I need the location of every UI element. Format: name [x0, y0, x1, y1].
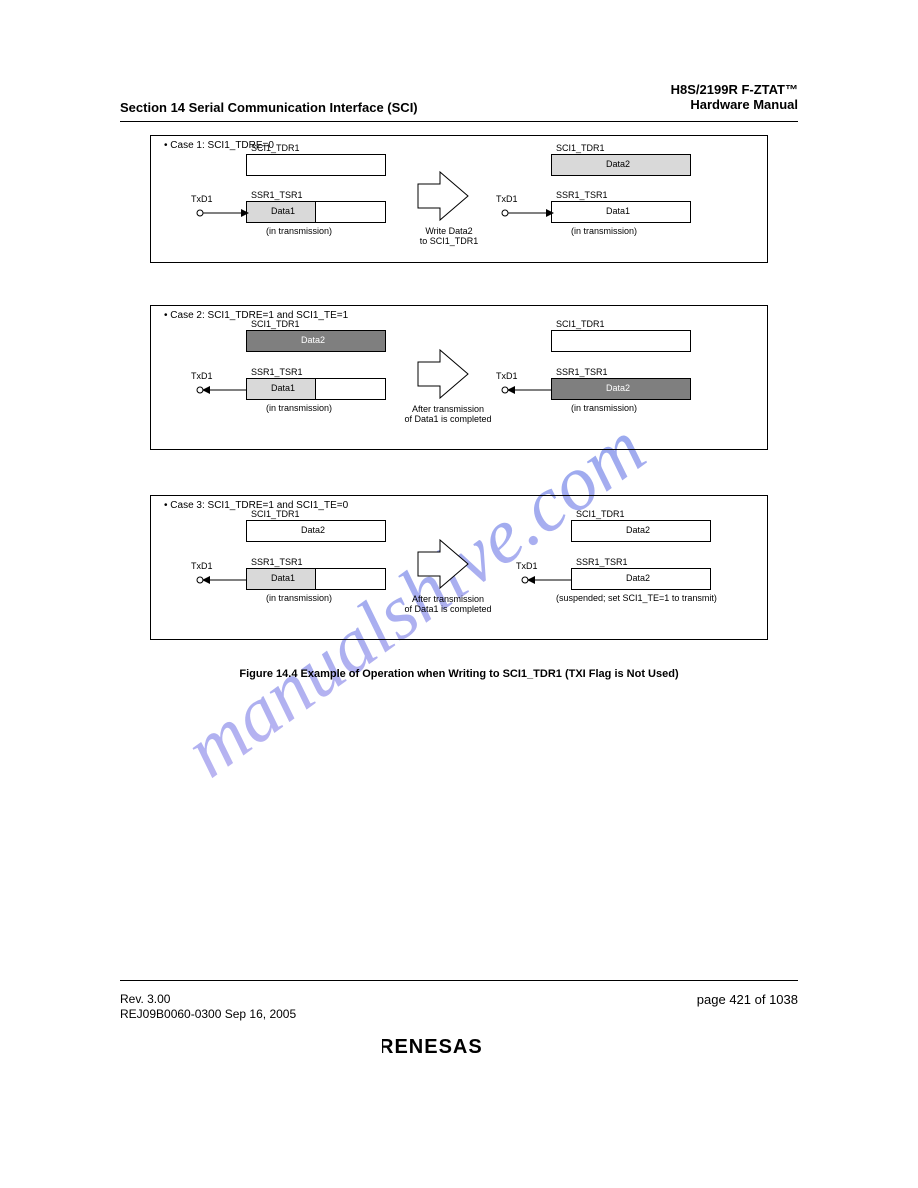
d1-right-trans: (in transmission) — [571, 226, 637, 236]
diagram3-frame: SCI1_TDR1 Data2 Data1 SSR1_TSR1 (in tran… — [150, 495, 768, 640]
header-right: H8S/2199R F-ZTAT™ Hardware Manual — [671, 82, 798, 112]
d1-right-tdr-label: SCI1_TDR1 — [556, 143, 605, 153]
d2-left-txd-label: TxD1 — [191, 371, 213, 381]
d2-left-data1: Data1 — [271, 383, 295, 393]
d1-right-data1: Data1 — [606, 206, 630, 216]
d2-left-tsr-label: SSR1_TSR1 — [251, 367, 303, 377]
diagram1-frame: SCI1_TDR1 Data1 SSR1_TSR1 (in transmissi… — [150, 135, 768, 263]
header-subtitle: Hardware Manual — [671, 97, 798, 112]
d2-arrow-caption: After transmissionof Data1 is completed — [403, 404, 493, 424]
d1-left-tdr — [246, 154, 386, 176]
d3-arrow-caption: After transmissionof Data1 is completed — [403, 594, 493, 614]
d3-right-txd-arrow — [521, 571, 576, 589]
d1-right-tsr-label: SSR1_TSR1 — [556, 190, 608, 200]
footer-rev: Rev. 3.00 — [120, 992, 170, 1006]
d3-left-data2: Data2 — [301, 525, 325, 535]
figure-caption: Figure 14.4 Example of Operation when Wr… — [0, 668, 918, 680]
d3-left-txd-arrow — [196, 571, 251, 589]
section-title: Section 14 Serial Communication Interfac… — [120, 100, 418, 115]
d1-right-txd-label: TxD1 — [496, 194, 518, 204]
d2-left-txd-arrow — [196, 381, 251, 399]
d1-left-tsr-label: SSR1_TSR1 — [251, 190, 303, 200]
d1-big-arrow — [416, 168, 471, 223]
d3-right-trans: (suspended; set SCI1_TE=1 to transmit) — [556, 593, 736, 603]
svg-text:RENESAS: RENESAS — [379, 1036, 483, 1058]
d1-left-txd-label: TxD1 — [191, 194, 213, 204]
d1-right-txd-arrow — [501, 204, 556, 222]
d2-right-txd-arrow — [501, 381, 556, 399]
d3-right-data2: Data2 — [626, 573, 650, 583]
d3-left-data1: Data1 — [271, 573, 295, 583]
d3-big-arrow — [416, 536, 471, 591]
d2-left-data2: Data2 — [301, 335, 325, 345]
d2-right-tdr — [551, 330, 691, 352]
d2-left-trans: (in transmission) — [266, 403, 332, 413]
d2-right-data2: Data2 — [606, 383, 630, 393]
d2-left-tdr-label: SCI1_TDR1 — [251, 319, 300, 329]
d3-right-tdr-label: SCI1_TDR1 — [576, 509, 625, 519]
d1-left-tdr-label: SCI1_TDR1 — [251, 143, 300, 153]
d3-left-trans: (in transmission) — [266, 593, 332, 603]
d3-left-tdr-label: SCI1_TDR1 — [251, 509, 300, 519]
d1-left-trans: (in transmission) — [266, 226, 332, 236]
d2-right-trans: (in transmission) — [571, 403, 637, 413]
d3-right-txd-label: TxD1 — [516, 561, 538, 571]
d1-left-data1: Data1 — [271, 206, 295, 216]
d3-left-txd-label: TxD1 — [191, 561, 213, 571]
d2-big-arrow — [416, 346, 471, 401]
d3-right-tsr-label: SSR1_TSR1 — [576, 557, 628, 567]
d1-right-data2: Data2 — [606, 159, 630, 169]
renesas-logo: RENESAS — [0, 1035, 918, 1064]
footer-page: page 421 of 1038 — [697, 992, 798, 1007]
diagram2-frame: SCI1_TDR1 Data2 Data1 SSR1_TSR1 (in tran… — [150, 305, 768, 450]
d3-left-tsr-label: SSR1_TSR1 — [251, 557, 303, 567]
d2-right-txd-label: TxD1 — [496, 371, 518, 381]
d1-arrow-caption: Write Data2to SCI1_TDR1 — [409, 226, 489, 246]
d2-right-tdr-label: SCI1_TDR1 — [556, 319, 605, 329]
header-product: H8S/2199R F-ZTAT™ — [671, 82, 798, 97]
d1-left-txd-arrow — [196, 204, 251, 222]
footer-date: REJ09B0060-0300 Sep 16, 2005 — [120, 1007, 296, 1021]
footer-rule — [120, 980, 798, 981]
d2-right-tsr-label: SSR1_TSR1 — [556, 367, 608, 377]
d3-right-data2-top: Data2 — [626, 525, 650, 535]
